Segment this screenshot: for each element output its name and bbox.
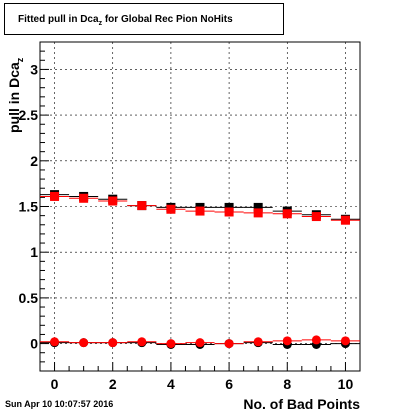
data-point-circle <box>108 338 118 348</box>
y-tick-label: 0.5 <box>19 290 39 306</box>
data-point-square <box>137 201 147 211</box>
data-point-square <box>253 208 263 218</box>
data-point-circle <box>224 339 234 349</box>
title-box: Fitted pull in Dcaz for Global Rec Pion … <box>4 3 284 35</box>
x-tick-label: 8 <box>283 376 291 392</box>
data-point-circle <box>166 339 176 349</box>
x-tick-label: 0 <box>51 376 59 392</box>
timestamp: Sun Apr 10 10:07:57 2016 <box>5 399 114 409</box>
data-point-square <box>340 215 350 225</box>
data-point-square <box>50 191 60 201</box>
data-point-square <box>79 193 89 203</box>
data-point-square <box>224 202 234 212</box>
data-point-circle <box>50 337 60 347</box>
chart-title: Fitted pull in Dcaz for Global Rec Pion … <box>18 14 233 27</box>
y-tick-label: 0 <box>30 336 38 352</box>
y-tick-label: 1.5 <box>19 199 39 215</box>
y-tick-label: 1 <box>30 244 38 260</box>
y-tick-label: 3 <box>30 61 38 77</box>
data-point-square <box>195 206 205 216</box>
data-point-square <box>311 212 321 222</box>
data-point-circle <box>137 337 147 347</box>
data-point-circle <box>311 335 321 345</box>
data-point-circle <box>79 338 89 348</box>
data-point-square <box>224 207 234 217</box>
x-tick-label: 4 <box>167 376 175 392</box>
x-axis-label: No. of Bad Points <box>243 396 360 412</box>
data-point-circle <box>340 336 350 346</box>
data-point-square <box>108 196 118 206</box>
data-point-square <box>282 209 292 219</box>
x-tick-label: 10 <box>338 376 354 392</box>
y-axis-label: pull in Dcaz <box>6 57 25 133</box>
y-tick-label: 2 <box>30 153 38 169</box>
data-point-circle <box>253 337 263 347</box>
data-point-circle <box>282 336 292 346</box>
x-tick-label: 6 <box>225 376 233 392</box>
data-point-square <box>253 202 263 212</box>
y-tick-label: 2.5 <box>19 107 39 123</box>
data-point-square <box>166 204 176 214</box>
x-tick-label: 2 <box>109 376 117 392</box>
data-point-circle <box>195 338 205 348</box>
